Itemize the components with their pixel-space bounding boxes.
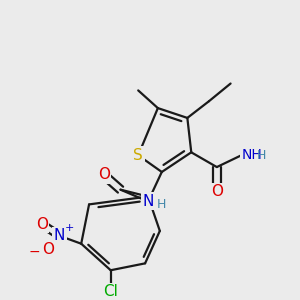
Text: H: H: [157, 198, 167, 211]
Text: O: O: [36, 217, 48, 232]
Text: +: +: [65, 223, 74, 233]
Text: S: S: [133, 148, 143, 163]
Text: O: O: [98, 167, 110, 182]
Text: N: N: [54, 228, 65, 243]
Text: −: −: [28, 244, 40, 259]
Text: NH: NH: [242, 148, 262, 162]
Text: H: H: [256, 149, 266, 162]
Text: O: O: [211, 184, 223, 199]
Text: N: N: [142, 194, 154, 209]
Text: O: O: [42, 242, 54, 257]
Text: Cl: Cl: [103, 284, 118, 299]
